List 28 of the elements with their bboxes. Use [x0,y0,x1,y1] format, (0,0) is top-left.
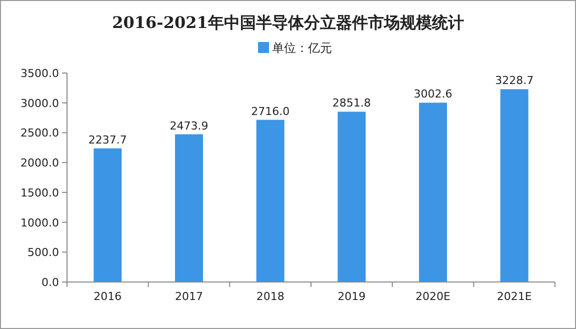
bar [94,148,122,282]
x-tick-label: 2019 [338,290,366,303]
data-label: 2851.8 [332,96,371,110]
bar [175,134,203,282]
y-tick-label: 3500.0 [20,67,59,80]
bar [338,112,366,282]
y-tick-label: 1000.0 [20,216,59,230]
bar [419,102,447,282]
data-label: 3002.6 [414,88,452,101]
chart-title: 2016-2021年中国半导体分立器件市场规模统计 [112,13,464,32]
x-tick-label: 2020E [416,290,451,303]
y-tick-label: 1500.0 [20,186,59,200]
x-tick-label: 2017 [175,290,203,303]
y-tick-label: 2000.0 [20,156,59,170]
y-tick-label: 3000.0 [20,96,59,110]
bar [256,120,284,282]
y-tick-label: 500.0 [28,246,59,260]
data-label: 2237.7 [88,133,127,146]
x-tick-label: 2021E [496,290,532,303]
legend-label: 单位：亿元 [272,41,332,55]
x-tick-label: 2016 [94,290,122,303]
data-label: 2716.0 [251,104,290,118]
bar [500,89,528,282]
data-label: 3228.7 [495,74,534,88]
data-label: 2473.9 [170,119,208,132]
y-tick-label: 0.0 [42,276,59,289]
x-tick-label: 2018 [256,290,284,303]
y-tick-label: 2500.0 [20,126,59,140]
